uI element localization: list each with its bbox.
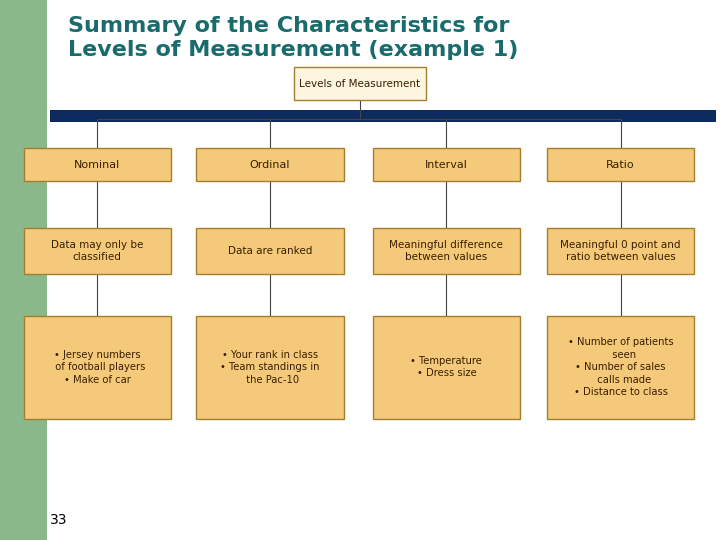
Bar: [547, 316, 694, 418]
Text: • Jersey numbers
  of football players
• Make of car: • Jersey numbers of football players • M…: [49, 350, 145, 384]
Bar: [197, 316, 343, 418]
FancyBboxPatch shape: [0, 0, 47, 540]
Text: Summary of the Characteristics for
Levels of Measurement (example 1): Summary of the Characteristics for Level…: [68, 16, 519, 60]
Bar: [373, 316, 520, 418]
Bar: [547, 228, 694, 274]
Bar: [373, 148, 520, 181]
Text: Meaningful difference
between values: Meaningful difference between values: [390, 240, 503, 262]
Text: Meaningful 0 point and
ratio between values: Meaningful 0 point and ratio between val…: [560, 240, 681, 262]
Text: • Number of patients
  seen
• Number of sales
  calls made
• Distance to class: • Number of patients seen • Number of sa…: [568, 338, 673, 397]
Text: • Temperature
• Dress size: • Temperature • Dress size: [410, 356, 482, 379]
Text: • Your rank in class
• Team standings in
  the Pac-10: • Your rank in class • Team standings in…: [220, 350, 320, 384]
Bar: [24, 316, 171, 418]
Bar: [373, 228, 520, 274]
Text: Ratio: Ratio: [606, 160, 635, 170]
Text: 33: 33: [50, 512, 68, 526]
Bar: [197, 228, 343, 274]
Bar: [294, 67, 426, 100]
Text: Data are ranked: Data are ranked: [228, 246, 312, 256]
Bar: [24, 148, 171, 181]
FancyBboxPatch shape: [47, 0, 65, 70]
Text: Data may only be
classified: Data may only be classified: [51, 240, 143, 262]
Text: Nominal: Nominal: [74, 160, 120, 170]
Bar: [547, 148, 694, 181]
Bar: [24, 228, 171, 274]
Text: Ordinal: Ordinal: [250, 160, 290, 170]
Text: Levels of Measurement: Levels of Measurement: [300, 79, 420, 89]
FancyBboxPatch shape: [50, 110, 716, 122]
Bar: [197, 148, 343, 181]
Text: Interval: Interval: [425, 160, 468, 170]
